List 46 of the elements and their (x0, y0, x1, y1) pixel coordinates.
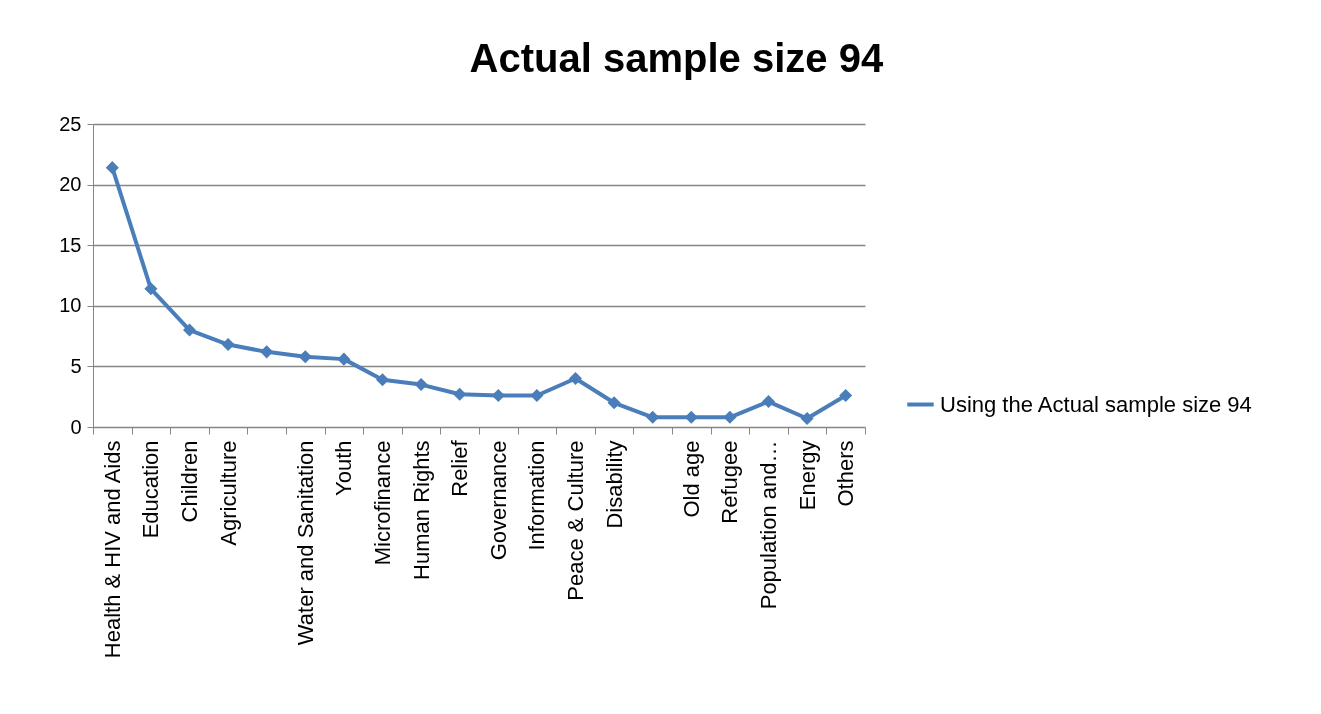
chart-title: Actual sample size 94 (469, 36, 884, 80)
y-tick-label: 25 (59, 112, 82, 135)
y-tick-label: 0 (70, 415, 82, 438)
x-tick-label: Water and Sanitation (292, 440, 318, 646)
y-tick-label: 10 (59, 294, 82, 317)
point (684, 410, 698, 424)
x-tick-label: Relief (447, 439, 473, 497)
y-tick-label: 5 (70, 354, 82, 377)
y-tick-label: 20 (59, 173, 82, 196)
x-tick-label: Energy (794, 440, 820, 511)
point (337, 352, 351, 366)
x-tick-label: Governance (485, 440, 511, 561)
point (375, 373, 390, 387)
point (646, 410, 660, 424)
x-tick-label: Education (138, 440, 164, 539)
point (568, 372, 583, 386)
point (607, 396, 621, 410)
x-tick-label: Microfinance (370, 440, 395, 566)
x-tick-label: Information (524, 440, 550, 551)
x-tick-label: Old age (678, 440, 704, 518)
point (761, 395, 776, 409)
point (800, 412, 814, 426)
x-tick-label: Others (833, 440, 859, 507)
point (260, 345, 274, 359)
x-tick-label: Human Rights (408, 440, 434, 580)
x-tick-label: Refugee (717, 440, 743, 524)
point (144, 282, 158, 296)
x-tick-label: Peace & Culture (563, 440, 588, 601)
legend-label: Using the Actual sample size 94 (940, 391, 1252, 417)
x-tick-label: Youth (331, 440, 357, 496)
point (453, 387, 467, 401)
point (221, 338, 235, 352)
x-tick-label: Children (177, 440, 202, 523)
point (491, 388, 505, 403)
point (182, 323, 197, 337)
x-tick-label: Agriculture (215, 440, 241, 546)
y-tick-label: 15 (59, 233, 82, 256)
point (298, 350, 312, 364)
point (530, 388, 544, 403)
x-tick-label: Disability (601, 440, 627, 529)
point (839, 388, 853, 403)
point (723, 410, 737, 424)
x-tick-label: Health & HIV and Aids (99, 440, 125, 659)
point (105, 161, 119, 175)
point (414, 378, 428, 392)
x-tick-label: Population and… (756, 440, 781, 610)
